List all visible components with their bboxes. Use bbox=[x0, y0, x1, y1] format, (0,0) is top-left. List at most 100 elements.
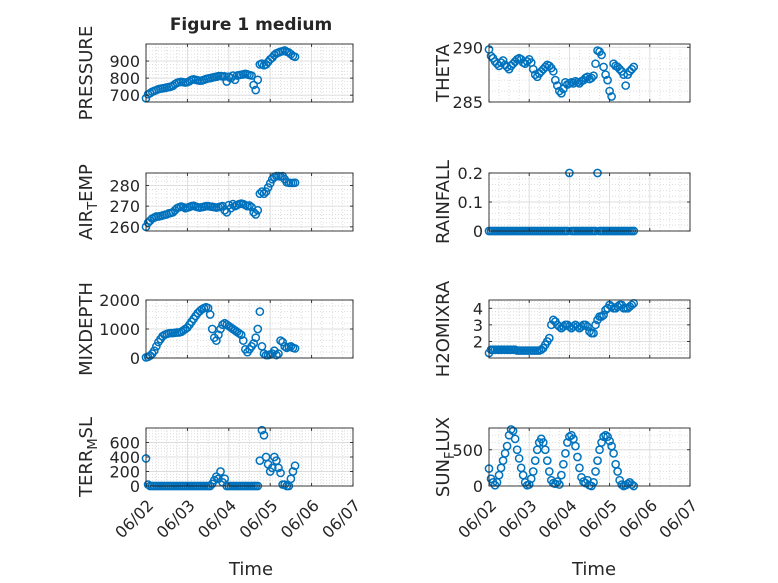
data-point bbox=[609, 449, 618, 458]
data-point bbox=[591, 320, 600, 330]
x-axis-label-right: Time bbox=[571, 559, 616, 580]
y-axis-label: TERRMSL bbox=[76, 417, 101, 498]
y-axis-label-text: H2OMIXRA bbox=[433, 280, 454, 377]
data-point bbox=[234, 329, 244, 338]
data-point bbox=[506, 425, 516, 434]
data-point bbox=[247, 71, 256, 80]
data-point bbox=[253, 324, 263, 334]
data-point bbox=[251, 333, 261, 343]
marker-series-mixdepth bbox=[141, 302, 300, 362]
data-point bbox=[591, 59, 600, 69]
data-point bbox=[498, 456, 508, 465]
data-point bbox=[627, 480, 637, 489]
data-point bbox=[605, 86, 614, 96]
data-point bbox=[255, 307, 265, 316]
y-axis-label: SUNFLUX bbox=[433, 417, 458, 497]
data-point bbox=[542, 456, 552, 465]
data-point bbox=[249, 339, 258, 348]
x-tick-label: 06/07 bbox=[318, 496, 364, 542]
data-point bbox=[607, 302, 616, 311]
data-point bbox=[599, 310, 608, 320]
data-point bbox=[228, 199, 238, 209]
y-axis-label: PRESSURE bbox=[76, 26, 97, 121]
y-tick-label: 0 bbox=[130, 349, 140, 368]
data-point bbox=[290, 52, 300, 62]
axes-box bbox=[488, 43, 691, 103]
y-axis-label-subscript: F bbox=[443, 452, 458, 459]
y-tick-label: 270 bbox=[109, 197, 140, 216]
data-point bbox=[601, 430, 610, 440]
data-point bbox=[627, 64, 637, 74]
data-point bbox=[548, 67, 558, 76]
data-point bbox=[555, 322, 564, 331]
data-point bbox=[575, 463, 584, 473]
x-tick-label: 06/03 bbox=[494, 496, 540, 542]
y-tick-label: 400 bbox=[109, 448, 140, 467]
data-point bbox=[214, 330, 223, 340]
data-point bbox=[290, 344, 300, 353]
data-point bbox=[569, 322, 578, 331]
data-point bbox=[149, 346, 159, 356]
data-point bbox=[261, 60, 271, 69]
y-tick-label: 600 bbox=[109, 434, 140, 453]
data-point bbox=[589, 328, 598, 338]
data-point bbox=[573, 452, 582, 462]
data-point bbox=[559, 322, 568, 331]
y-tick-label: 2 bbox=[473, 332, 483, 351]
y-axis-label-subscript: M bbox=[86, 438, 101, 449]
data-point bbox=[563, 438, 572, 447]
data-point bbox=[207, 324, 217, 334]
data-point bbox=[494, 470, 504, 480]
data-point bbox=[267, 463, 277, 473]
data-point bbox=[540, 62, 550, 72]
data-point bbox=[251, 85, 261, 95]
data-point bbox=[617, 480, 627, 489]
y-axis-label-main: TERR bbox=[76, 450, 97, 498]
data-point bbox=[550, 75, 560, 85]
data-point bbox=[605, 436, 614, 446]
x-axis-label-left: Time bbox=[228, 559, 273, 580]
y-tick-label: 0.2 bbox=[458, 164, 483, 183]
data-point bbox=[557, 470, 566, 480]
data-point bbox=[510, 434, 520, 444]
data-point bbox=[500, 449, 510, 458]
data-point bbox=[228, 71, 238, 80]
y-tick-label: 2000 bbox=[99, 291, 140, 310]
data-point bbox=[627, 300, 637, 310]
data-point bbox=[257, 342, 267, 351]
data-point bbox=[216, 324, 225, 334]
data-point bbox=[498, 56, 508, 65]
data-point bbox=[518, 470, 528, 480]
data-point bbox=[257, 425, 267, 435]
data-point bbox=[280, 480, 290, 489]
y-axis-label: MIXDEPTH bbox=[76, 282, 97, 376]
data-point bbox=[577, 322, 586, 331]
data-point bbox=[259, 189, 269, 199]
data-point bbox=[540, 445, 550, 455]
marker-series-theta bbox=[484, 45, 639, 101]
data-point bbox=[599, 432, 608, 442]
y-axis-label: RAINFALL bbox=[433, 160, 454, 244]
data-point bbox=[565, 322, 574, 331]
x-tick-label: 06/05 bbox=[235, 496, 281, 542]
y-axis-label-rest: EMP bbox=[76, 164, 97, 202]
data-point bbox=[253, 75, 263, 85]
y-tick-label: 3 bbox=[473, 316, 483, 335]
y-tick-label: 200 bbox=[109, 463, 140, 482]
data-point bbox=[544, 333, 554, 343]
data-point bbox=[613, 467, 622, 476]
data-point bbox=[502, 441, 512, 451]
data-point bbox=[274, 349, 283, 358]
data-point bbox=[276, 336, 285, 345]
y-axis-label: AIRTEMP bbox=[76, 164, 101, 240]
data-point bbox=[615, 64, 625, 74]
data-point bbox=[276, 468, 285, 478]
data-point bbox=[528, 467, 538, 476]
data-point bbox=[522, 57, 532, 66]
y-axis-label-rest: SL bbox=[76, 417, 97, 438]
data-point bbox=[238, 336, 248, 345]
x-tick-label: 06/03 bbox=[153, 496, 199, 542]
